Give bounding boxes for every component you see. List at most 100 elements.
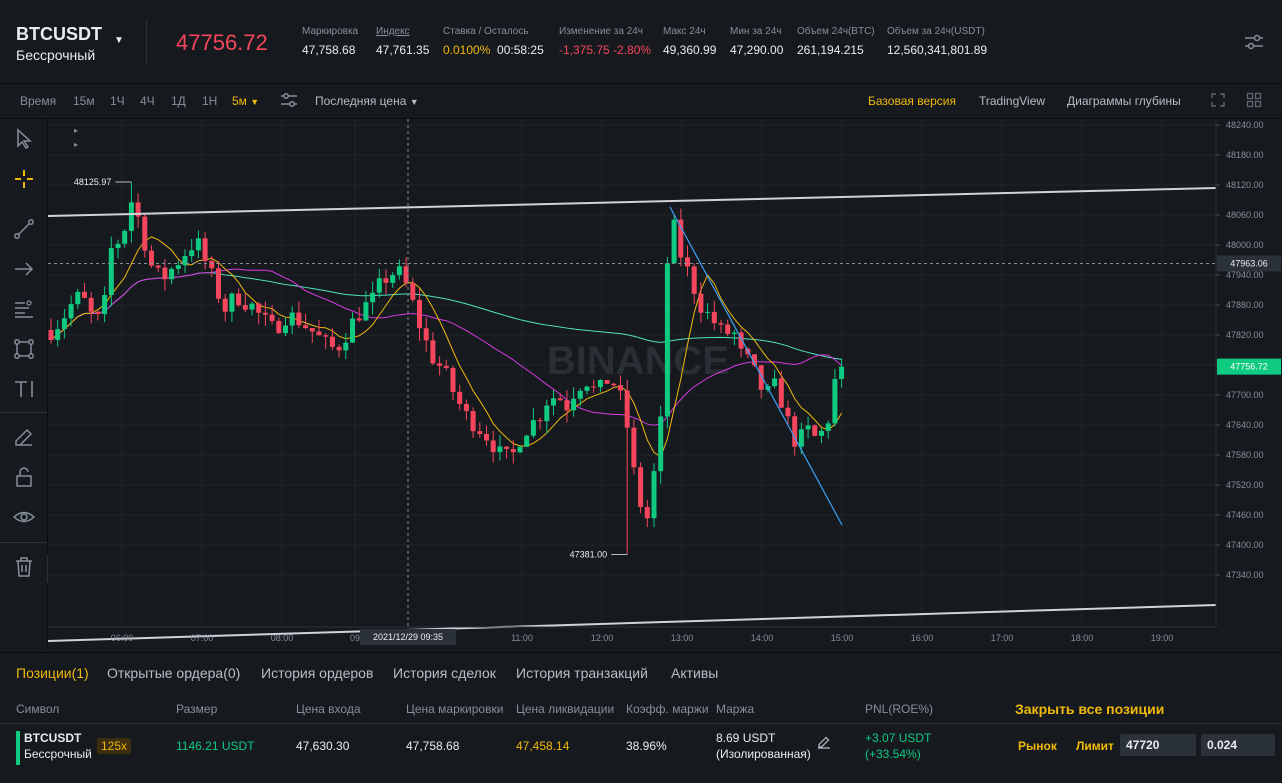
col-pnl: PNL(ROE%) — [865, 702, 934, 716]
view-depth[interactable]: Диаграммы глубины — [1067, 94, 1181, 108]
crosshair-icon[interactable] — [12, 167, 36, 191]
candle-body — [731, 332, 737, 334]
candle-body — [490, 440, 496, 453]
tab-transaction-history[interactable]: История транзакций — [516, 665, 648, 681]
price-type-label: Последняя цена — [315, 94, 407, 108]
candle-body — [450, 367, 456, 392]
chart-canvas[interactable]: BINANCE ▸ ▸ 48125.97 47381.00 48240.00 48180… — [47, 119, 1282, 650]
trend-line-icon[interactable] — [12, 217, 36, 241]
watermark: BINANCE — [547, 339, 729, 383]
contract-type[interactable]: Бессрочный — [16, 47, 96, 63]
candle-body — [68, 304, 74, 319]
stat-label: Ставка / Осталось — [443, 26, 529, 37]
candle-body — [242, 305, 248, 310]
unlock-icon[interactable] — [12, 465, 36, 489]
price-label: 47520.00 — [1226, 480, 1264, 490]
col-mark-price: Цена маркировки — [406, 702, 504, 716]
edit-pencil-icon[interactable] — [12, 425, 36, 449]
interval-5m[interactable]: 5м ▼ — [232, 94, 259, 108]
stat-value: 47,758.68 — [302, 43, 356, 57]
candle-body — [752, 354, 757, 366]
candle-body — [819, 430, 824, 436]
symbol-name[interactable]: BTCUSDT — [16, 24, 102, 44]
text-tool-icon[interactable] — [12, 377, 36, 401]
price-label: 47460.00 — [1226, 510, 1264, 520]
price-axis: 48240.00 48180.00 48120.00 48060.00 48000.00… — [1215, 119, 1282, 650]
candle-body — [430, 340, 436, 364]
candle-body — [785, 407, 791, 417]
interval-1h[interactable]: 1Ч — [110, 94, 125, 108]
candle-body — [698, 293, 704, 313]
col-margin: Маржа — [716, 702, 755, 716]
symbol-dropdown-icon[interactable]: ▼ — [114, 35, 124, 46]
fullscreen-icon[interactable] — [1210, 92, 1226, 108]
candlestick-chart[interactable]: BINANCE ▸ ▸ 48125.97 47381.00 48240.00 48180… — [47, 119, 1282, 650]
last-price: 47756.72 — [176, 30, 268, 55]
fib-retracement-icon[interactable] — [12, 297, 36, 321]
close-limit-button[interactable]: Лимит — [1076, 739, 1114, 753]
tab-trade-history[interactable]: История сделок — [393, 665, 496, 681]
interval-4h[interactable]: 4Ч — [140, 94, 155, 108]
indicators-icon[interactable] — [280, 92, 298, 108]
candle-body — [269, 314, 275, 321]
stat-volume-btc: Объем 24ч(BTC) 261,194.215 — [797, 26, 875, 57]
view-basic[interactable]: Базовая версия — [868, 94, 956, 108]
view-tradingview[interactable]: TradingView — [979, 94, 1046, 108]
limit-qty-input[interactable] — [1201, 734, 1275, 756]
price-type-select[interactable]: Последняя цена ▼ — [315, 94, 419, 108]
candle-body — [618, 385, 623, 391]
time-axis: 06:00 07:00 08:00 09 11:00 12:00 13:00 14:00 15:… — [48, 626, 1216, 643]
interval-1w[interactable]: 1Н — [202, 94, 218, 108]
candle-body — [216, 268, 221, 299]
candle-body — [289, 312, 295, 326]
stat-value: 12,560,341,801.89 — [887, 43, 988, 57]
price-label: 48120.00 — [1226, 180, 1264, 190]
interval-time[interactable]: Время — [20, 94, 57, 108]
candle-body — [792, 416, 798, 447]
stat-index-price[interactable]: Индекс 47,761.35 — [376, 26, 429, 57]
chart-toolbar: Время 15м 1Ч 4Ч 1Д 1Н 5м ▼ Последняя цен… — [0, 84, 1282, 119]
candle-body — [564, 400, 570, 411]
row-divider — [0, 723, 1282, 724]
candle-body — [303, 325, 309, 329]
close-market-button[interactable]: Рынок — [1018, 739, 1057, 753]
pattern-icon[interactable] — [12, 337, 36, 361]
candle-body — [705, 311, 711, 313]
candle-body — [463, 403, 469, 412]
price-label: 48180.00 — [1226, 150, 1264, 160]
position-margin: 8.69 USDT — [716, 731, 776, 745]
candle-body — [477, 431, 483, 434]
candle-body — [417, 299, 422, 329]
time-label: 09 — [350, 633, 360, 643]
position-liq: 47,458.14 — [516, 739, 570, 753]
candle-body — [805, 425, 811, 430]
tab-positions[interactable]: Позиции(1) — [16, 665, 89, 681]
candle-body — [651, 471, 657, 519]
candle-body — [128, 202, 134, 231]
stat-change-24h: Изменение за 24ч -1,375.75 -2.80% — [559, 26, 651, 57]
tab-open-orders[interactable]: Открытые ордера(0) — [107, 665, 241, 681]
crosshair-time-label: 2021/12/29 09:35 — [373, 632, 443, 642]
tab-assets[interactable]: Активы — [671, 665, 719, 681]
leverage-badge[interactable]: 125x — [97, 738, 132, 754]
candle-body — [383, 278, 389, 283]
candle-body — [316, 331, 322, 336]
close-all-positions-button[interactable]: Закрыть все позиции — [1015, 701, 1165, 717]
interval-1d[interactable]: 1Д — [171, 94, 186, 108]
settings-sliders-icon[interactable] — [1244, 33, 1264, 51]
interval-15m[interactable]: 15м — [73, 94, 95, 108]
channel-lower-line — [47, 604, 1217, 642]
layout-grid-icon[interactable] — [1246, 92, 1262, 108]
limit-price-input[interactable] — [1120, 734, 1196, 756]
candle-body — [825, 423, 831, 431]
arrow-right-icon[interactable] — [12, 257, 36, 281]
candle-body — [839, 366, 845, 379]
tab-order-history[interactable]: История ордеров — [261, 665, 374, 681]
candle-body — [149, 250, 154, 266]
candle-body — [443, 365, 449, 368]
edit-margin-icon[interactable] — [817, 735, 831, 749]
trash-icon[interactable] — [12, 555, 36, 579]
eye-icon[interactable] — [12, 505, 36, 529]
cursor-icon[interactable] — [12, 127, 36, 151]
funding-countdown: 00:58:25 — [497, 43, 544, 57]
